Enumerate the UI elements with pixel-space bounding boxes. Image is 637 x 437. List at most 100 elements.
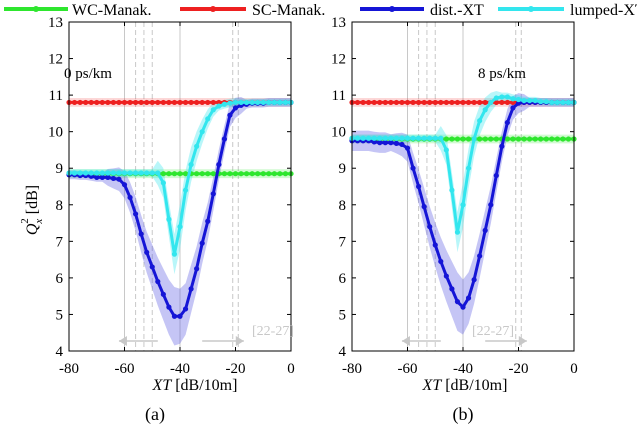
panel-b-point-lumped-xt (510, 96, 516, 102)
panel-b-point-wc-manak (488, 136, 494, 142)
panel-b-point-sc-manak (421, 99, 427, 106)
panel-b-point-wc-manak (504, 136, 510, 142)
panel-b-point-lumped-xt (477, 118, 483, 124)
panel-a-point-lumped-xt (88, 170, 94, 176)
panel-a-band-lumped-xt (69, 98, 291, 275)
panel-b-point-dist-xt (438, 258, 444, 265)
panel-b-point-dist-xt (371, 139, 377, 145)
y-axis-label-unit: [dB] (24, 185, 41, 218)
panel-a-point-lumped-xt (177, 224, 183, 230)
panel-a-point-lumped-xt (232, 99, 239, 106)
panel-b-point-lumped-xt (499, 94, 505, 100)
panel-b-point-lumped-xt (360, 135, 366, 141)
panel-a-point-lumped-xt (271, 99, 277, 106)
panel-a-point-wc-manak (199, 171, 205, 177)
panel-a-point-dist-xt (166, 304, 172, 310)
panel-b-point-lumped-xt (465, 165, 472, 171)
panel-a-point-lumped-xt (249, 99, 255, 106)
panel-b-point-lumped-xt (565, 99, 572, 106)
panel-b-point-sc-manak (377, 99, 383, 106)
panel-a-point-wc-manak (238, 171, 244, 177)
panel-a-y-tick-label: 9 (56, 161, 64, 177)
panel-b-point-dist-xt (416, 183, 422, 190)
panel-b-point-sc-manak (482, 99, 488, 106)
panel-a-point-lumped-xt (221, 101, 227, 107)
panel-a-point-lumped-xt (94, 170, 100, 176)
panel-a-point-sc-manak (166, 99, 172, 106)
panel-a-y-tick-label: 11 (49, 88, 63, 104)
panel-a-x-axis-label: XT [dB/10m] (152, 377, 238, 394)
panel-b-point-dist-xt (382, 140, 388, 146)
panel-a-point-lumped-xt (205, 116, 211, 122)
panel-a-point-dist-xt (210, 191, 216, 197)
panel-b-point-sc-manak (416, 99, 422, 106)
panel-a-point-sc-manak (138, 99, 144, 106)
panel-a-point-sc-manak (88, 99, 94, 106)
panel-a-point-dist-xt (138, 231, 144, 237)
panel-b-band-lumped-xt (352, 91, 574, 253)
panel-b-point-sc-manak (454, 99, 461, 106)
panel-a-point-lumped-xt (282, 99, 289, 106)
panel-b-point-lumped-xt (504, 94, 510, 100)
panel-b-point-sc-manak (432, 99, 438, 106)
panel-a-y-tick-label: 8 (56, 198, 64, 214)
panel-a-point-lumped-xt (216, 103, 222, 109)
panel-a-point-dist-xt (94, 174, 100, 180)
panel-a-y-tick-label: 13 (48, 15, 63, 31)
panel-a-y-tick-label: 5 (56, 307, 64, 323)
panel-b-point-dist-xt (432, 242, 438, 248)
panel-a-label: (a) (145, 404, 165, 425)
panel-b-y-tick-label: 10 (331, 125, 346, 141)
panel-b-x-axis-label: XT [dB/10m] (422, 377, 508, 394)
panel-a-point-wc-manak (255, 171, 261, 177)
panel-b-point-lumped-xt (543, 99, 549, 105)
panel-a-point-wc-manak (160, 171, 166, 177)
panel-a-point-lumped-xt (149, 170, 155, 176)
panel-b-point-sc-manak (460, 99, 466, 106)
legend-item-lumped: lumped-XT (498, 2, 637, 19)
panel-a-point-wc-manak (177, 171, 183, 177)
panel-a-point-wc-manak (166, 171, 172, 177)
panel-b-point-dist-xt (515, 100, 522, 106)
panel-a-point-dist-xt (160, 291, 166, 297)
panel-a-point-wc-manak (271, 171, 277, 177)
panel-a-point-sc-manak (133, 99, 139, 106)
legend-label-wc: WC-Manak. (72, 2, 152, 19)
panel-a-point-lumped-xt (155, 170, 161, 176)
panel-b-point-sc-manak (366, 99, 372, 106)
panel-a-point-sc-manak (127, 99, 133, 106)
panel-b-point-sc-manak (388, 99, 394, 106)
panel-b-point-sc-manak (471, 99, 477, 106)
panel-a-point-wc-manak (266, 171, 272, 177)
panel-b-point-wc-manak (532, 136, 538, 142)
legend-label-sc: SC-Manak. (252, 2, 325, 19)
panel-b-label: (b) (453, 404, 474, 425)
panel-a-point-sc-manak (99, 99, 105, 106)
panel-a-point-lumped-xt (71, 170, 78, 176)
panel-b-point-dist-xt (454, 299, 461, 305)
panel-b-x-tick-label: -40 (453, 361, 473, 377)
panel-a-point-sc-manak (210, 99, 216, 106)
panel-b-point-lumped-xt (421, 135, 427, 141)
panel-b-band-arrow-head (401, 336, 410, 346)
panel-b-x-tick-label: 0 (570, 361, 578, 377)
panel-b: 4 5 6 7 8 9 10 11 12 13 -80 -60 -40 -20 0 8 ps/km [22-… (331, 15, 578, 425)
panel-b-point-wc-manak (493, 136, 499, 142)
panel-b-point-wc-manak (527, 136, 533, 142)
panel-a-point-dist-xt (221, 136, 227, 142)
panel-a-y-tick-label: 4 (56, 344, 64, 360)
panel-a-y-tick-label: 10 (48, 125, 63, 141)
panel-b-point-lumped-xt (382, 135, 388, 141)
panel-a-point-dist-xt (205, 218, 211, 224)
panel-b-point-lumped-xt (549, 99, 555, 106)
panel-a-point-wc-manak (210, 171, 216, 177)
panel-b-y-tick-label: 4 (339, 344, 347, 360)
panel-b-point-wc-manak (460, 136, 466, 142)
panel-b-x-tick-label: -80 (342, 361, 362, 377)
panel-b-y-tick-label: 9 (339, 161, 347, 177)
panel-b-point-lumped-xt (371, 135, 377, 141)
panel-b-point-wc-manak (515, 136, 522, 142)
panel-a-point-lumped-xt (199, 129, 205, 135)
panel-b-point-dist-xt (510, 105, 516, 111)
